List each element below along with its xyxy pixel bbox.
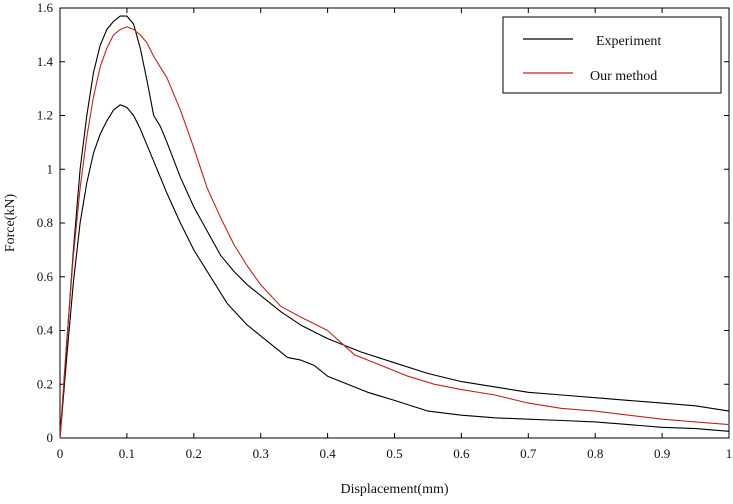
legend-label-experiment: Experiment	[596, 34, 661, 49]
series-line-0	[59, 15, 730, 439]
x-tick-label: 0	[57, 446, 64, 461]
x-tick-label: 0.1	[119, 446, 135, 461]
x-tick-label: 1	[726, 446, 733, 461]
y-tick-label: 0.6	[37, 269, 54, 284]
y-tick-label: 0.8	[37, 215, 53, 230]
x-tick-label: 0.9	[654, 446, 670, 461]
y-axis-title: Force(kN)	[3, 194, 18, 253]
legend-label-our-method: Our method	[590, 69, 657, 84]
x-tick-label: 0.2	[186, 446, 202, 461]
x-tick-label: 0.7	[520, 446, 537, 461]
x-tick-label: 0.3	[253, 446, 269, 461]
y-tick-label: 1.2	[37, 108, 53, 123]
series-line-1	[59, 104, 730, 439]
legend: Experiment Our method	[502, 16, 722, 94]
y-tick-label: 1	[47, 161, 54, 176]
x-tick-label: 0.4	[319, 446, 336, 461]
y-tick-label: 0.2	[37, 376, 53, 391]
axes: 0 0.1 0.2 0.3 0.4 0.5 0.6 0.7 0.8 0.9 1 0 0.2 0.4 0.6 0…	[37, 0, 733, 461]
x-tick-label: 0.6	[453, 446, 470, 461]
x-tick-label: 0.5	[386, 446, 402, 461]
series-line-2	[59, 26, 730, 439]
series-lines	[59, 15, 730, 439]
y-tick-label: 0.4	[37, 323, 54, 338]
x-axis-title: Displacement(mm)	[340, 482, 448, 497]
x-tick-label: 0.8	[587, 446, 603, 461]
y-tick-label: 1.6	[37, 0, 54, 15]
legend-box	[502, 16, 722, 94]
y-tick-label: 0	[47, 430, 54, 445]
y-tick-label: 1.4	[37, 54, 54, 69]
